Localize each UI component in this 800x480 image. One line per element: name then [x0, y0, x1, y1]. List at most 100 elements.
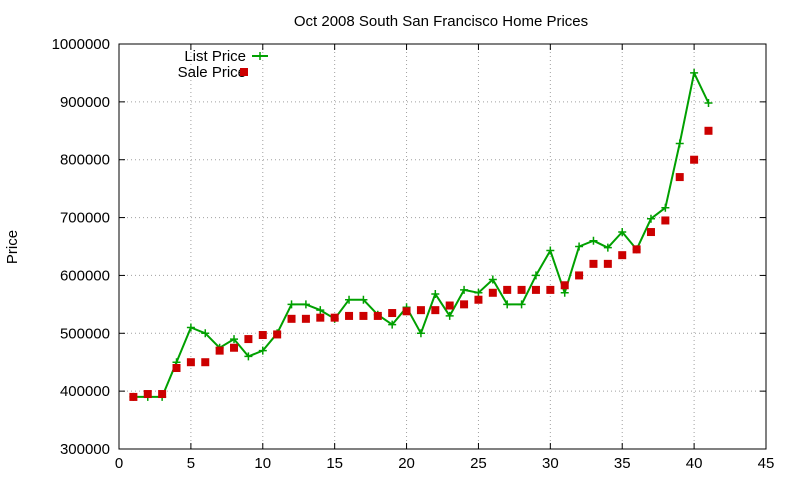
sale-price-point — [158, 390, 167, 399]
y-tick-label: 600000 — [60, 267, 110, 284]
sale-price-point — [445, 301, 454, 310]
x-tick-label: 0 — [115, 455, 123, 472]
sale-price-point — [531, 285, 540, 294]
list-price-point — [230, 335, 239, 344]
list-price-point — [589, 236, 598, 245]
x-tick-label: 10 — [254, 455, 271, 472]
y-axis-ticks: 300000 400000 500000 600000 700000 800000 9000… — [52, 36, 766, 458]
sale-price-point — [359, 311, 368, 320]
sale-price-point — [388, 309, 397, 318]
list-price-point — [301, 300, 310, 309]
sale-price-point — [675, 173, 684, 182]
y-tick-label: 900000 — [60, 94, 110, 111]
sale-price-point — [273, 330, 282, 339]
list-price-point — [560, 288, 569, 297]
x-tick-label: 30 — [542, 455, 559, 472]
sale-price-point — [258, 331, 267, 340]
list-price-point — [546, 246, 555, 255]
sale-price-point — [244, 335, 253, 344]
y-tick-label: 400000 — [60, 383, 110, 400]
sale-price-point — [690, 155, 699, 164]
sale-price-point — [201, 358, 210, 367]
list-price-point — [603, 243, 612, 252]
list-price-series — [129, 68, 713, 401]
sale-price-point — [230, 343, 239, 352]
sale-price-point — [345, 311, 354, 320]
sale-price-point — [603, 259, 612, 268]
plot-frame — [118, 43, 767, 450]
y-tick-label: 500000 — [60, 325, 110, 342]
list-price-point — [460, 285, 469, 294]
sale-price-point — [546, 285, 555, 294]
sale-price-point — [661, 216, 670, 225]
legend-marker-list-price — [256, 52, 264, 60]
list-price-point — [675, 139, 684, 148]
sale-price-point — [589, 259, 598, 268]
sale-price-point — [460, 300, 469, 309]
list-price-point — [646, 214, 655, 223]
list-price-point — [661, 203, 670, 212]
sale-price-point — [632, 245, 641, 254]
sale-price-point — [172, 364, 181, 372]
y-tick-label: 800000 — [60, 152, 110, 169]
list-price-point — [201, 329, 210, 338]
sale-price-point — [618, 251, 627, 260]
sale-price-series — [129, 126, 713, 401]
sale-price-point — [301, 314, 310, 323]
sale-price-point — [330, 313, 339, 322]
list-price-point — [531, 271, 540, 280]
sale-price-point — [431, 306, 440, 315]
list-price-point — [316, 306, 325, 315]
legend-marker-sale-price — [240, 68, 248, 76]
list-price-point — [474, 288, 483, 297]
list-price-point — [445, 311, 454, 320]
list-price-point — [186, 323, 195, 332]
y-tick-label: 300000 — [60, 441, 110, 458]
x-tick-label: 40 — [686, 455, 703, 472]
series — [129, 68, 713, 401]
sale-price-point — [129, 392, 138, 401]
list-price-point — [503, 300, 512, 309]
sale-price-point — [560, 281, 569, 290]
list-price-point — [618, 228, 627, 237]
legend-label-sale-price: Sale Price — [178, 64, 246, 81]
list-price-point — [517, 300, 526, 309]
sale-price-point — [488, 288, 497, 297]
list-price-point — [488, 275, 497, 284]
sale-price-point — [186, 358, 195, 367]
list-price-point — [244, 352, 253, 361]
sale-price-point — [402, 307, 411, 316]
list-price-point — [287, 300, 296, 309]
sale-price-point — [287, 314, 296, 323]
x-tick-label: 20 — [398, 455, 415, 472]
sale-price-point — [143, 390, 152, 399]
x-tick-label: 5 — [187, 455, 195, 472]
list-price-point — [359, 295, 368, 304]
x-axis-ticks: 0 5 10 15 20 25 30 35 40 45 — [115, 44, 775, 472]
sale-price-point — [474, 295, 483, 304]
sale-price-point — [373, 311, 382, 320]
list-price-point — [416, 329, 425, 338]
x-tick-label: 25 — [470, 455, 487, 472]
list-price-point — [431, 289, 440, 298]
sale-price-point — [215, 346, 224, 355]
chart-title: Oct 2008 South San Francisco Home Prices — [294, 13, 588, 30]
sale-price-point — [575, 271, 584, 280]
sale-price-point — [646, 228, 655, 237]
y-tick-label: 700000 — [60, 210, 110, 227]
list-price-point — [704, 99, 713, 108]
grid — [119, 44, 766, 449]
list-price-point — [388, 320, 397, 329]
sale-price-point — [704, 126, 713, 135]
x-tick-label: 45 — [758, 455, 775, 472]
sale-price-point — [503, 285, 512, 294]
x-tick-label: 35 — [614, 455, 631, 472]
list-price-point — [575, 242, 584, 251]
x-tick-label: 15 — [326, 455, 343, 472]
sale-price-point — [416, 306, 425, 315]
list-price-point — [690, 68, 699, 77]
list-price-point — [258, 346, 267, 355]
list-price-point — [345, 295, 354, 304]
